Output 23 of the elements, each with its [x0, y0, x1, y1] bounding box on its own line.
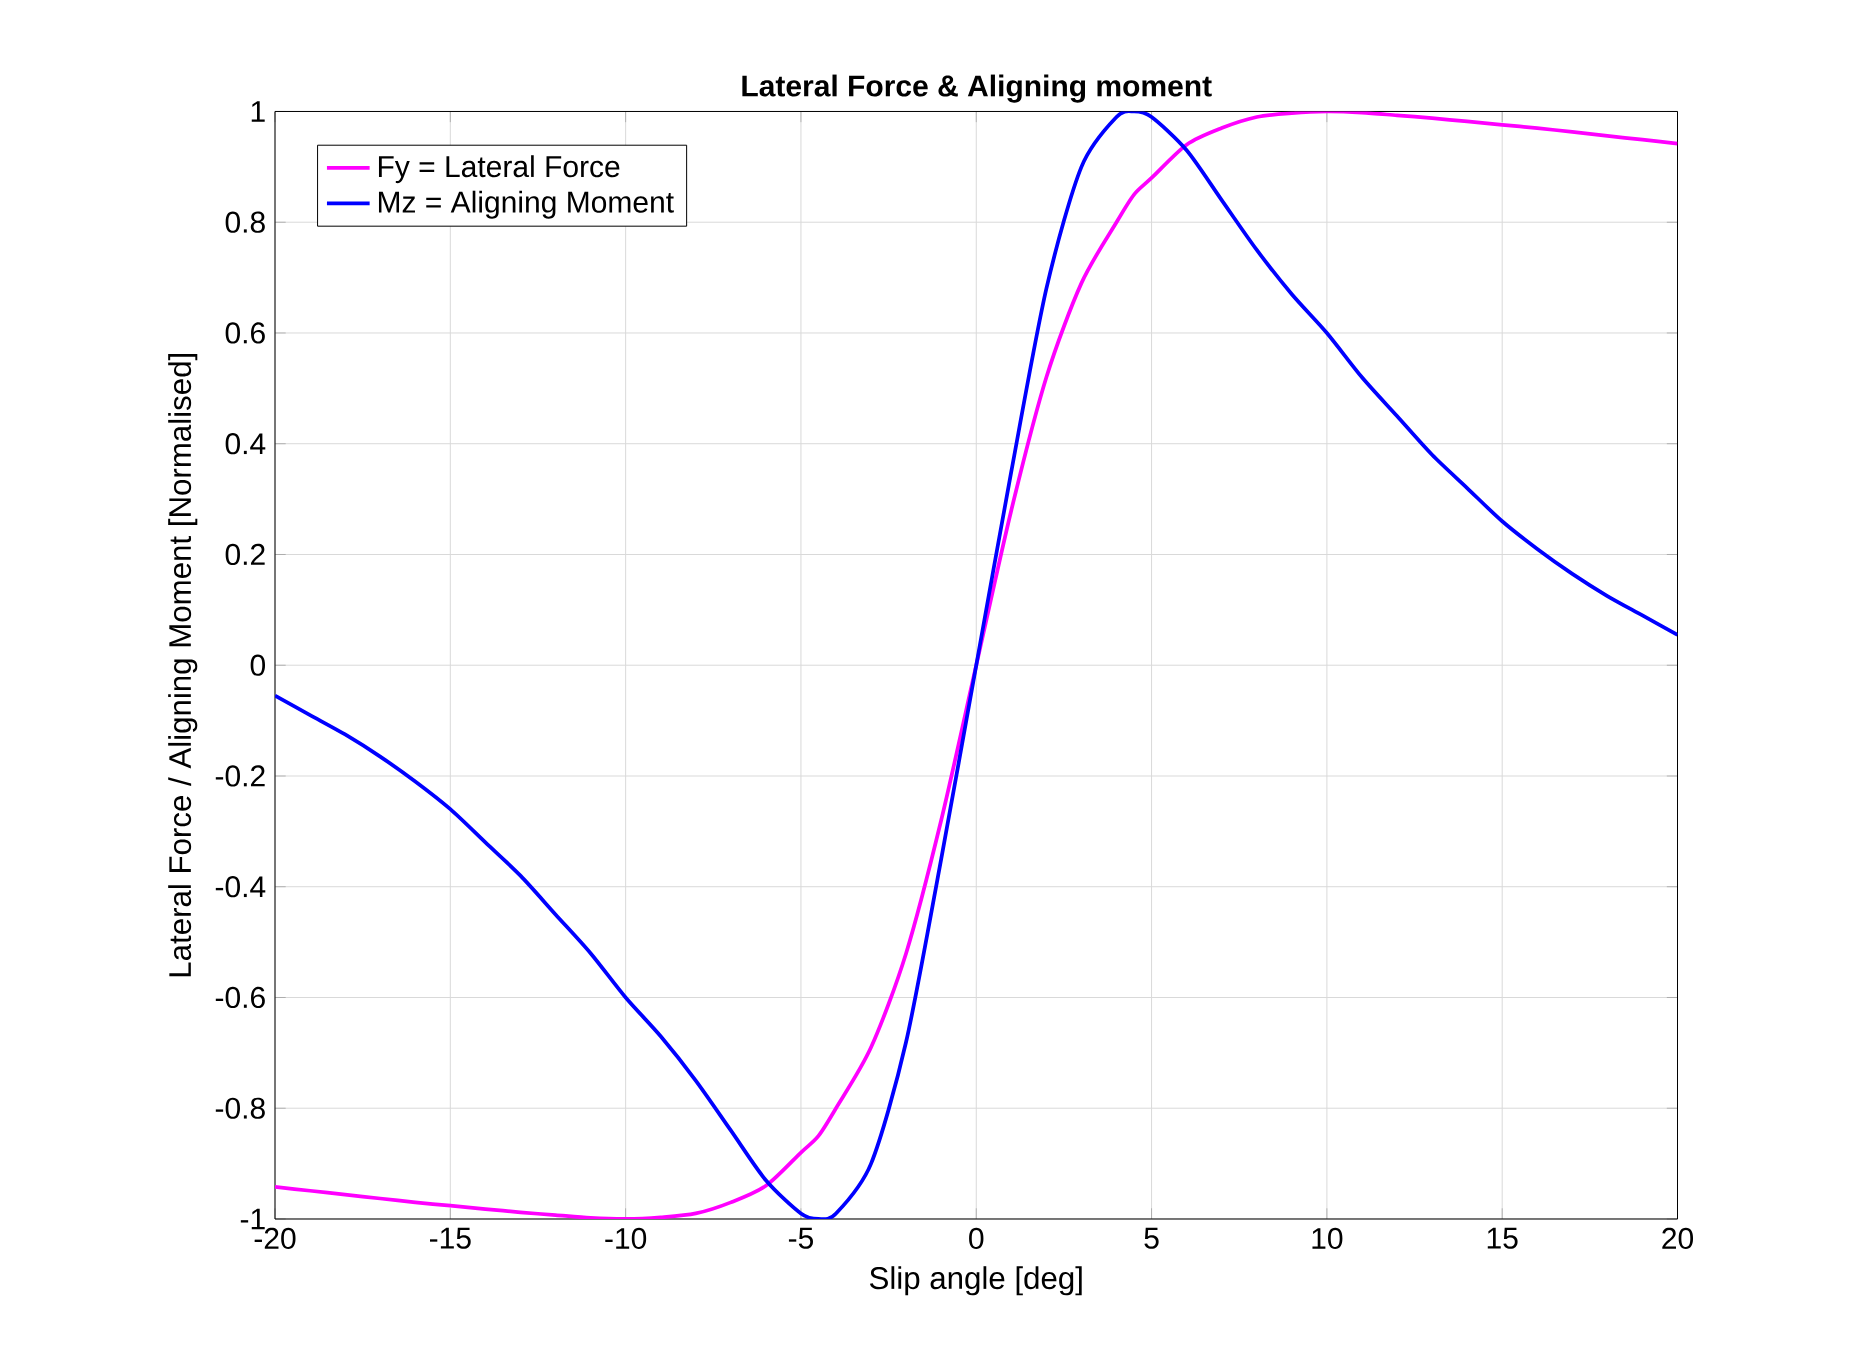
x-tick-label: 15: [1487, 1227, 1518, 1249]
legend-label: Fy = Lateral Force: [378, 155, 620, 184]
y-tick-label: 0: [250, 654, 266, 676]
y-tick-label: -0.8: [215, 1097, 265, 1119]
y-tick-label: -0.4: [215, 876, 266, 898]
x-tick-label: 20: [1662, 1227, 1694, 1250]
x-tick-label: -15: [429, 1227, 471, 1249]
y-tick-label: 1: [251, 101, 265, 122]
x-tick-label: 10: [1312, 1227, 1343, 1250]
chart-title: Lateral Force & Aligning moment: [742, 74, 1212, 103]
x-tick-label: 5: [1144, 1227, 1159, 1249]
y-tick-label: 0.4: [225, 433, 266, 455]
legend-label: Mz = Aligning Moment: [378, 190, 674, 219]
x-tick-label: -10: [605, 1227, 647, 1250]
y-tick-label: 0.8: [225, 211, 265, 233]
x-tick-label: 0: [969, 1227, 984, 1250]
x-axis-title: Slip angle [deg]: [869, 1266, 1082, 1296]
y-tick-label: 0.2: [225, 543, 265, 566]
x-tick-label: -5: [788, 1227, 813, 1249]
y-tick-label: -0.2: [215, 765, 265, 787]
y-tick-label: -0.6: [215, 986, 265, 1009]
y-tick-label: 0.6: [225, 322, 265, 344]
y-axis-title: Lateral Force / Aligning Moment [Normalised]: [168, 354, 198, 977]
